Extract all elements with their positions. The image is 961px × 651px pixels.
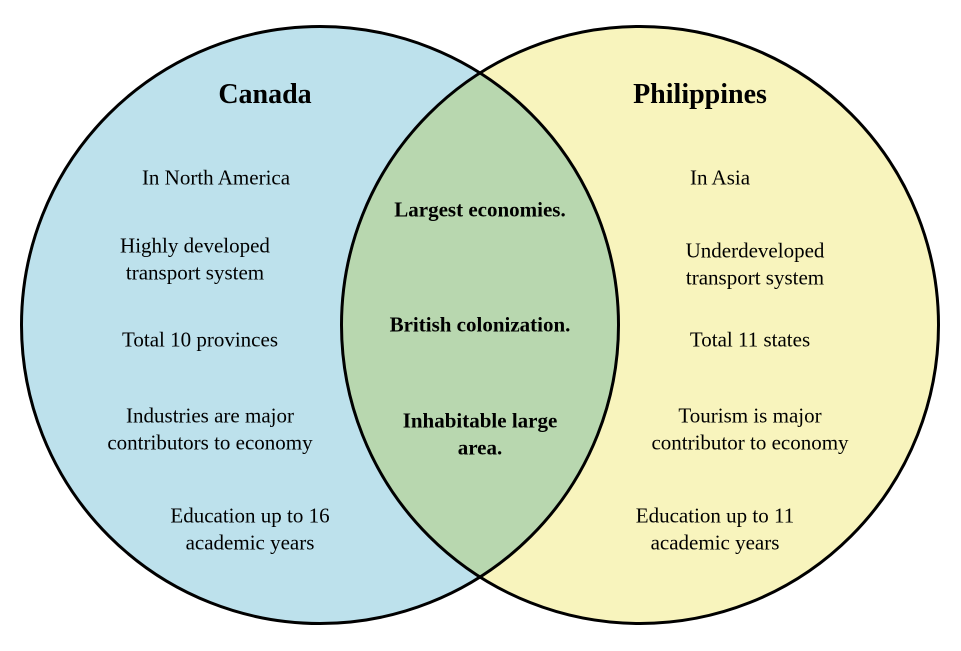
venn-diagram: Canada Philippines In North America High… — [0, 0, 961, 651]
venn-right-circle — [340, 25, 940, 625]
